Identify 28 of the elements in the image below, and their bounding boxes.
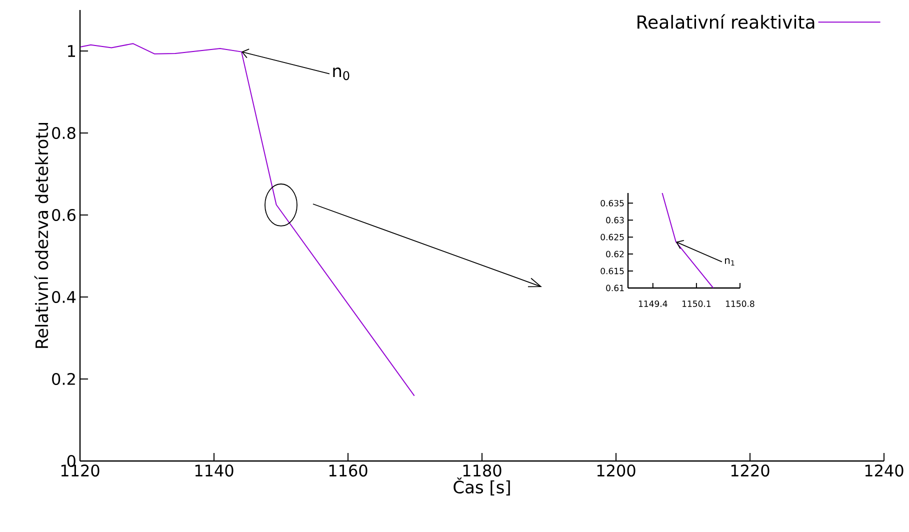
y-tick-label: 0.8	[52, 126, 76, 140]
y-tick-label: 0.61	[606, 284, 624, 292]
x-tick-label: 1240	[865, 464, 904, 477]
y-tick-label: 1	[68, 45, 75, 57]
y-tick-label: 0.6	[52, 208, 76, 222]
x-tick-label: 1160	[329, 464, 368, 477]
x-tick-label: 1140	[195, 464, 234, 477]
y-tick-label: 0.4	[52, 290, 76, 304]
legend-label: Realativní reaktivita	[638, 14, 814, 29]
x-tick-label: 1150.1	[682, 300, 711, 307]
y-tick-label: 0.62	[606, 250, 624, 258]
y-tick-label: 0.635	[600, 200, 624, 206]
line-series	[80, 43, 415, 396]
y-tick-label: 0	[67, 454, 76, 468]
x-tick-label: 1200	[597, 464, 636, 477]
x-tick-label: 1120	[61, 464, 100, 477]
x-tick-label: 1150.8	[726, 300, 754, 307]
annotation: n$_{1}$	[725, 258, 734, 266]
y-tick-label: 0.615	[600, 268, 624, 274]
x-tick-label: 1180	[463, 464, 502, 477]
y-tick-label: 0.625	[600, 234, 624, 240]
y-axis-title: Relativní odezva detekrotu	[34, 122, 48, 348]
annotation: n$_{0}$	[333, 68, 350, 80]
y-tick-label: 0.2	[52, 372, 75, 386]
x-axis-title: Čas [s]	[454, 477, 510, 496]
x-tick-label: 1220	[731, 464, 770, 477]
x-tick-label: 1149.4	[638, 300, 668, 307]
y-tick-label: 0.63	[606, 216, 624, 224]
